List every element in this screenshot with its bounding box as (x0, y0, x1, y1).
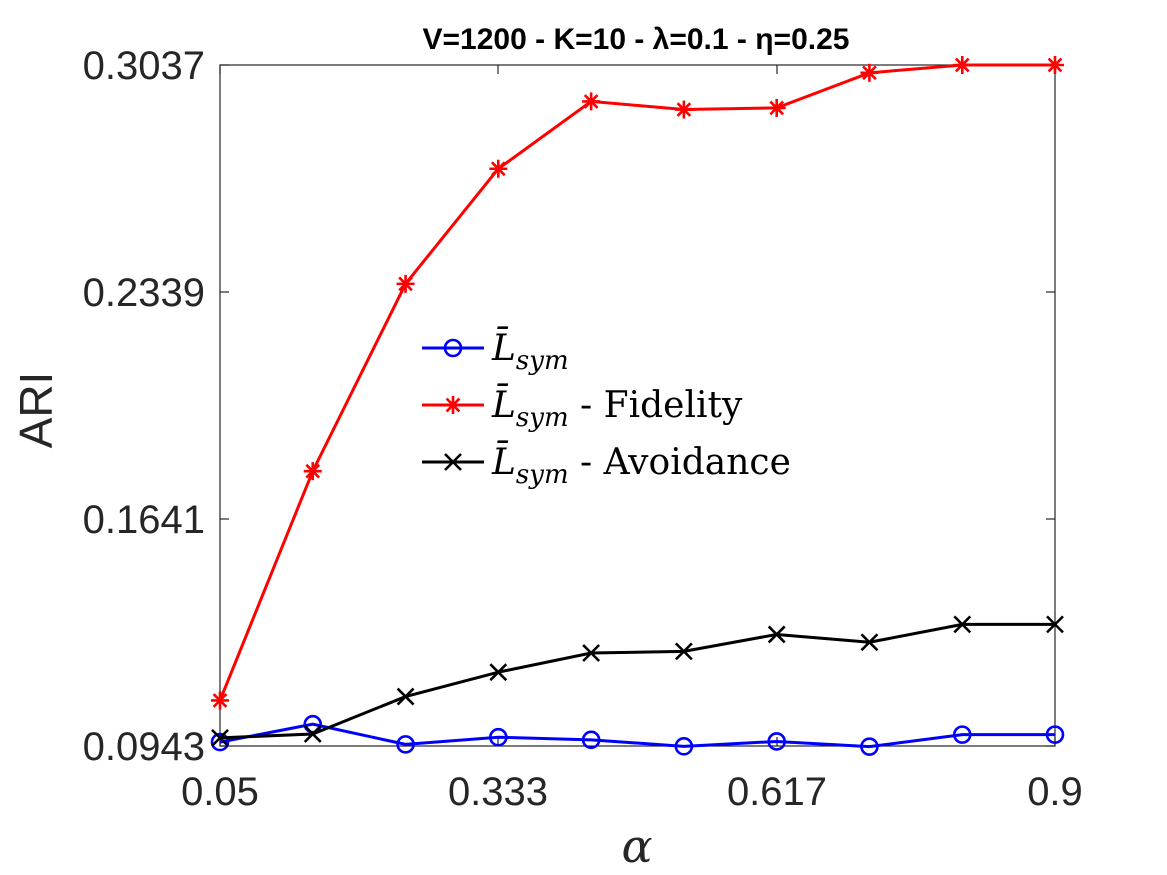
data-point (489, 727, 508, 747)
legend-label: L̄sym - Fidelity (491, 383, 743, 433)
data-point (489, 663, 508, 682)
data-point (953, 56, 972, 74)
data-point (396, 735, 415, 754)
data-point (581, 730, 601, 750)
chart-title: V=1200 - K=10 - λ=0.1 - η=0.25 (423, 23, 850, 56)
data-point (767, 625, 786, 644)
x-tick-label: 0.333 (448, 770, 548, 814)
data-point (860, 737, 879, 756)
axes-box (219, 64, 1056, 747)
x-tick-label: 0.9 (1027, 770, 1083, 814)
x-tick-label: 0.617 (727, 770, 827, 814)
data-point (396, 687, 415, 706)
data-point (952, 725, 972, 744)
data-point (303, 462, 322, 481)
data-point (674, 100, 693, 119)
y-tick-label: 0.2339 (83, 271, 205, 315)
y-tick-label: 0.3037 (83, 44, 205, 88)
data-point (860, 63, 879, 82)
legend-label: L̄sym - Avoidance (491, 440, 791, 490)
data-point (210, 732, 230, 752)
data-point (860, 633, 879, 652)
data-point (767, 98, 786, 117)
y-tick-label: 0.0943 (83, 725, 205, 769)
x-tick-label: 0.05 (181, 770, 259, 814)
data-point (582, 92, 601, 111)
data-point (303, 725, 322, 743)
x-axis-label: α (621, 819, 652, 873)
legend: L̄sym L̄sym - Fidelity L̄sym - Avoidance (422, 326, 791, 490)
data-point (1046, 56, 1064, 74)
legend-label: L̄sym (491, 326, 569, 376)
legend-marker (444, 396, 462, 414)
plot-area: 0.05 0.333 0.617 0.9 0.0943 0.1641 0.2339 0.303… (83, 44, 1083, 814)
series-line (218, 63, 1055, 702)
data-point (767, 732, 786, 751)
data-point (674, 737, 694, 756)
data-point (674, 642, 693, 661)
series-line (219, 722, 1055, 749)
data-point (1045, 725, 1065, 744)
y-axis-label: ARI (10, 372, 62, 449)
data-point (396, 274, 415, 293)
legend-marker (444, 453, 462, 471)
data-point (582, 644, 601, 662)
data-point (953, 615, 972, 634)
data-point (211, 728, 229, 747)
legend-marker (443, 338, 463, 358)
data-point (1046, 615, 1064, 634)
data-point (489, 159, 508, 178)
series-line (219, 622, 1055, 740)
y-tick-label: 0.1641 (83, 498, 205, 542)
data-point (211, 691, 229, 710)
